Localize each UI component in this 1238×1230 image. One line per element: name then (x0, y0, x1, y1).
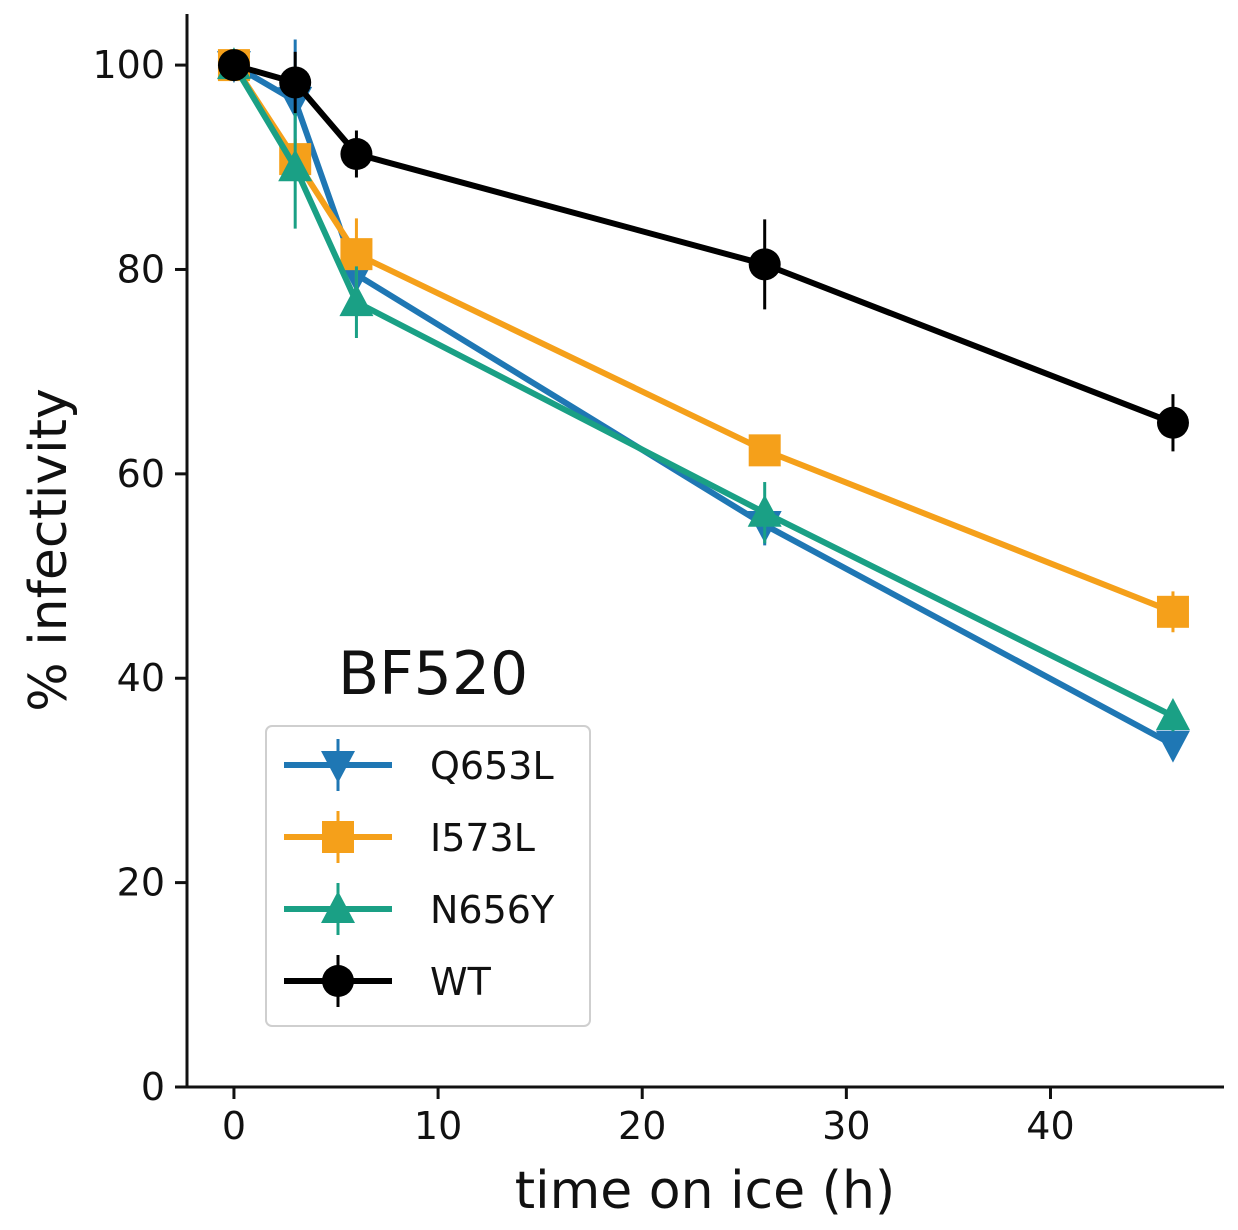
data-point-q653l (1155, 730, 1190, 763)
x-axis-title: time on ice (h) (515, 1161, 895, 1221)
data-point-wt (1156, 406, 1189, 439)
x-tick-label: 10 (414, 1104, 462, 1148)
data-point-wt (279, 66, 312, 99)
legend-entry-n656y: N656Y (284, 883, 555, 935)
legend-entry-i573l: I573L (284, 811, 535, 863)
data-point-i573l (748, 434, 781, 467)
data-point-n656y (1155, 698, 1190, 731)
data-point-n656y (339, 284, 374, 317)
data-point-n656y (278, 149, 313, 182)
legend-marker-wt (322, 965, 354, 997)
legend-frame (265, 725, 591, 1027)
series-wt (217, 49, 1189, 452)
x-tick-label: 40 (1026, 1104, 1074, 1148)
y-tick-label: 0 (141, 1065, 165, 1109)
data-point-wt (748, 248, 781, 281)
chart-annotation: BF520 (338, 639, 528, 709)
legend-label-i573l: I573L (430, 816, 535, 860)
y-tick-label: 60 (117, 452, 165, 496)
axis-ticks: 0 10 20 30 40 0 20 40 60 80 100 (92, 43, 1074, 1148)
data-point-wt (340, 138, 373, 171)
y-tick-label: 20 (117, 861, 165, 905)
y-tick-label: 100 (92, 43, 165, 87)
legend-label-wt: WT (430, 960, 492, 1004)
legend-entry-q653l: Q653L (284, 739, 554, 791)
x-tick-label: 30 (822, 1104, 870, 1148)
series-line-n656y (231, 63, 1175, 719)
legend: Q653L I573L N656Y WT (265, 725, 591, 1027)
data-point-wt (217, 49, 250, 82)
series-line-i573l (231, 63, 1175, 615)
legend-label-q653l: Q653L (430, 744, 554, 788)
data-point-n656y (747, 494, 782, 527)
x-tick-label: 0 (222, 1104, 246, 1148)
series-n656y (216, 47, 1190, 732)
series-line-wt (233, 62, 1175, 426)
legend-marker-n656y (321, 891, 355, 923)
data-point-i573l (1156, 595, 1189, 628)
legend-marker-i573l (322, 821, 354, 853)
data-point-i573l (340, 238, 373, 271)
series-i573l (217, 49, 1189, 633)
y-tick-label: 80 (117, 247, 165, 291)
legend-label-n656y: N656Y (430, 888, 555, 932)
y-tick-label: 40 (117, 656, 165, 700)
series-layer (216, 39, 1190, 763)
legend-entry-wt: WT (284, 955, 492, 1007)
y-axis-title: % infectivity (19, 388, 79, 711)
x-tick-label: 20 (618, 1104, 666, 1148)
legend-marker-q653l (321, 751, 355, 783)
